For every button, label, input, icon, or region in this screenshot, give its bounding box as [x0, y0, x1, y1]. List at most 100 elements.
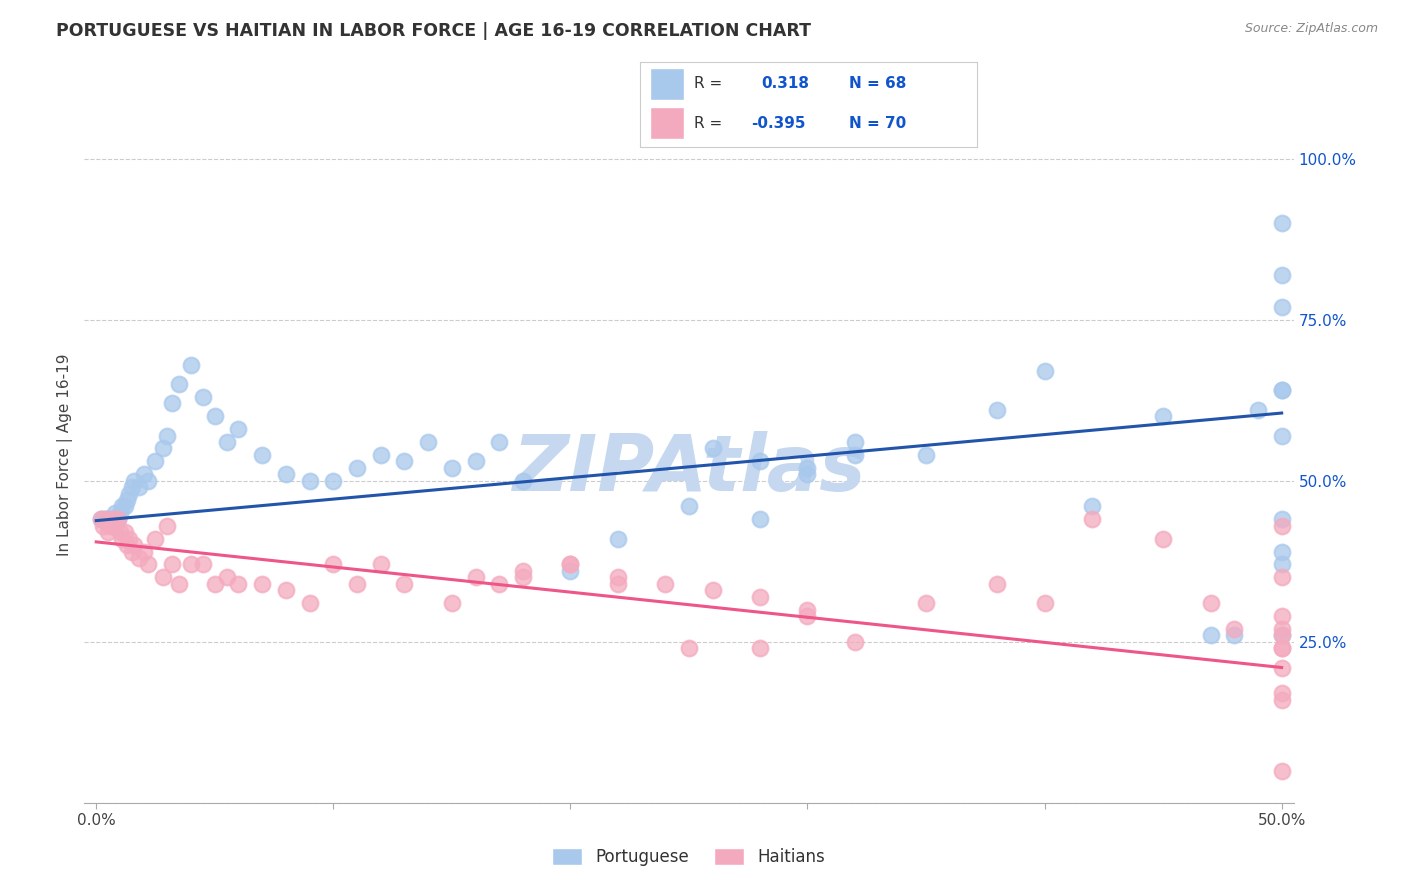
Point: [844, 435, 866, 450]
Point: [488, 576, 510, 591]
Point: [796, 460, 818, 475]
Point: [1152, 409, 1174, 424]
Point: [606, 570, 628, 584]
Point: [512, 564, 534, 578]
Point: [560, 564, 582, 578]
Point: [394, 576, 416, 591]
Point: [440, 460, 463, 475]
Text: PORTUGUESE VS HAITIAN IN LABOR FORCE | AGE 16-19 CORRELATION CHART: PORTUGUESE VS HAITIAN IN LABOR FORCE | A…: [56, 22, 811, 40]
Point: [1223, 628, 1246, 642]
Point: [844, 634, 866, 648]
Point: [90, 512, 112, 526]
Point: [228, 576, 250, 591]
Point: [104, 518, 127, 533]
Point: [1271, 384, 1294, 398]
Text: 0.318: 0.318: [761, 76, 810, 91]
Point: [1271, 216, 1294, 230]
Point: [1199, 628, 1222, 642]
Point: [678, 500, 700, 514]
Point: [145, 454, 167, 468]
Point: [1223, 622, 1246, 636]
Point: [250, 448, 273, 462]
Bar: [650, 68, 683, 100]
Point: [91, 518, 114, 533]
Point: [100, 518, 122, 533]
Point: [298, 596, 321, 610]
Point: [108, 525, 131, 540]
Point: [678, 641, 700, 656]
Point: [94, 512, 117, 526]
Point: [191, 390, 214, 404]
Point: [986, 576, 1008, 591]
Point: [101, 512, 124, 526]
Point: [654, 576, 676, 591]
Point: [97, 525, 120, 540]
Point: [749, 512, 772, 526]
Point: [122, 474, 145, 488]
Point: [298, 474, 321, 488]
Point: [180, 558, 202, 572]
Point: [1271, 641, 1294, 656]
Point: [160, 396, 183, 410]
Point: [111, 500, 134, 514]
Point: [138, 474, 160, 488]
Point: [128, 551, 150, 566]
Point: [1271, 512, 1294, 526]
Point: [749, 454, 772, 468]
Point: [94, 512, 117, 526]
Point: [1033, 596, 1056, 610]
Point: [440, 596, 463, 610]
Point: [1271, 558, 1294, 572]
Point: [796, 467, 818, 482]
Point: [1271, 300, 1294, 314]
Point: [1271, 660, 1294, 674]
Point: [346, 576, 368, 591]
Point: [560, 558, 582, 572]
Point: [107, 512, 129, 526]
Point: [1271, 268, 1294, 282]
Point: [370, 558, 392, 572]
Y-axis label: In Labor Force | Age 16-19: In Labor Force | Age 16-19: [58, 353, 73, 557]
Text: R =: R =: [693, 76, 721, 91]
Text: -0.395: -0.395: [751, 116, 806, 131]
Point: [394, 454, 416, 468]
Text: Source: ZipAtlas.com: Source: ZipAtlas.com: [1244, 22, 1378, 36]
Point: [1271, 428, 1294, 442]
Point: [1152, 532, 1174, 546]
Point: [370, 448, 392, 462]
Point: [100, 512, 122, 526]
Point: [464, 454, 486, 468]
Point: [1271, 692, 1294, 706]
Point: [128, 480, 150, 494]
Point: [215, 570, 238, 584]
Point: [138, 558, 160, 572]
Point: [488, 435, 510, 450]
Point: [122, 538, 145, 552]
Point: [1271, 628, 1294, 642]
Point: [1271, 518, 1294, 533]
Point: [274, 583, 297, 598]
Point: [228, 422, 250, 436]
Point: [322, 474, 344, 488]
Point: [91, 512, 114, 526]
Text: N = 68: N = 68: [849, 76, 907, 91]
Point: [115, 538, 138, 552]
Text: ZIPAtlas: ZIPAtlas: [512, 431, 866, 507]
Point: [156, 428, 179, 442]
Point: [986, 402, 1008, 417]
Point: [1271, 622, 1294, 636]
Point: [250, 576, 273, 591]
Point: [418, 435, 440, 450]
Point: [1271, 764, 1294, 778]
Bar: [650, 106, 683, 139]
Point: [152, 570, 174, 584]
Point: [104, 506, 127, 520]
Point: [915, 448, 938, 462]
Point: [111, 532, 134, 546]
Point: [512, 570, 534, 584]
Point: [606, 576, 628, 591]
Point: [118, 486, 141, 500]
Point: [101, 512, 124, 526]
Point: [606, 532, 628, 546]
Point: [1271, 570, 1294, 584]
